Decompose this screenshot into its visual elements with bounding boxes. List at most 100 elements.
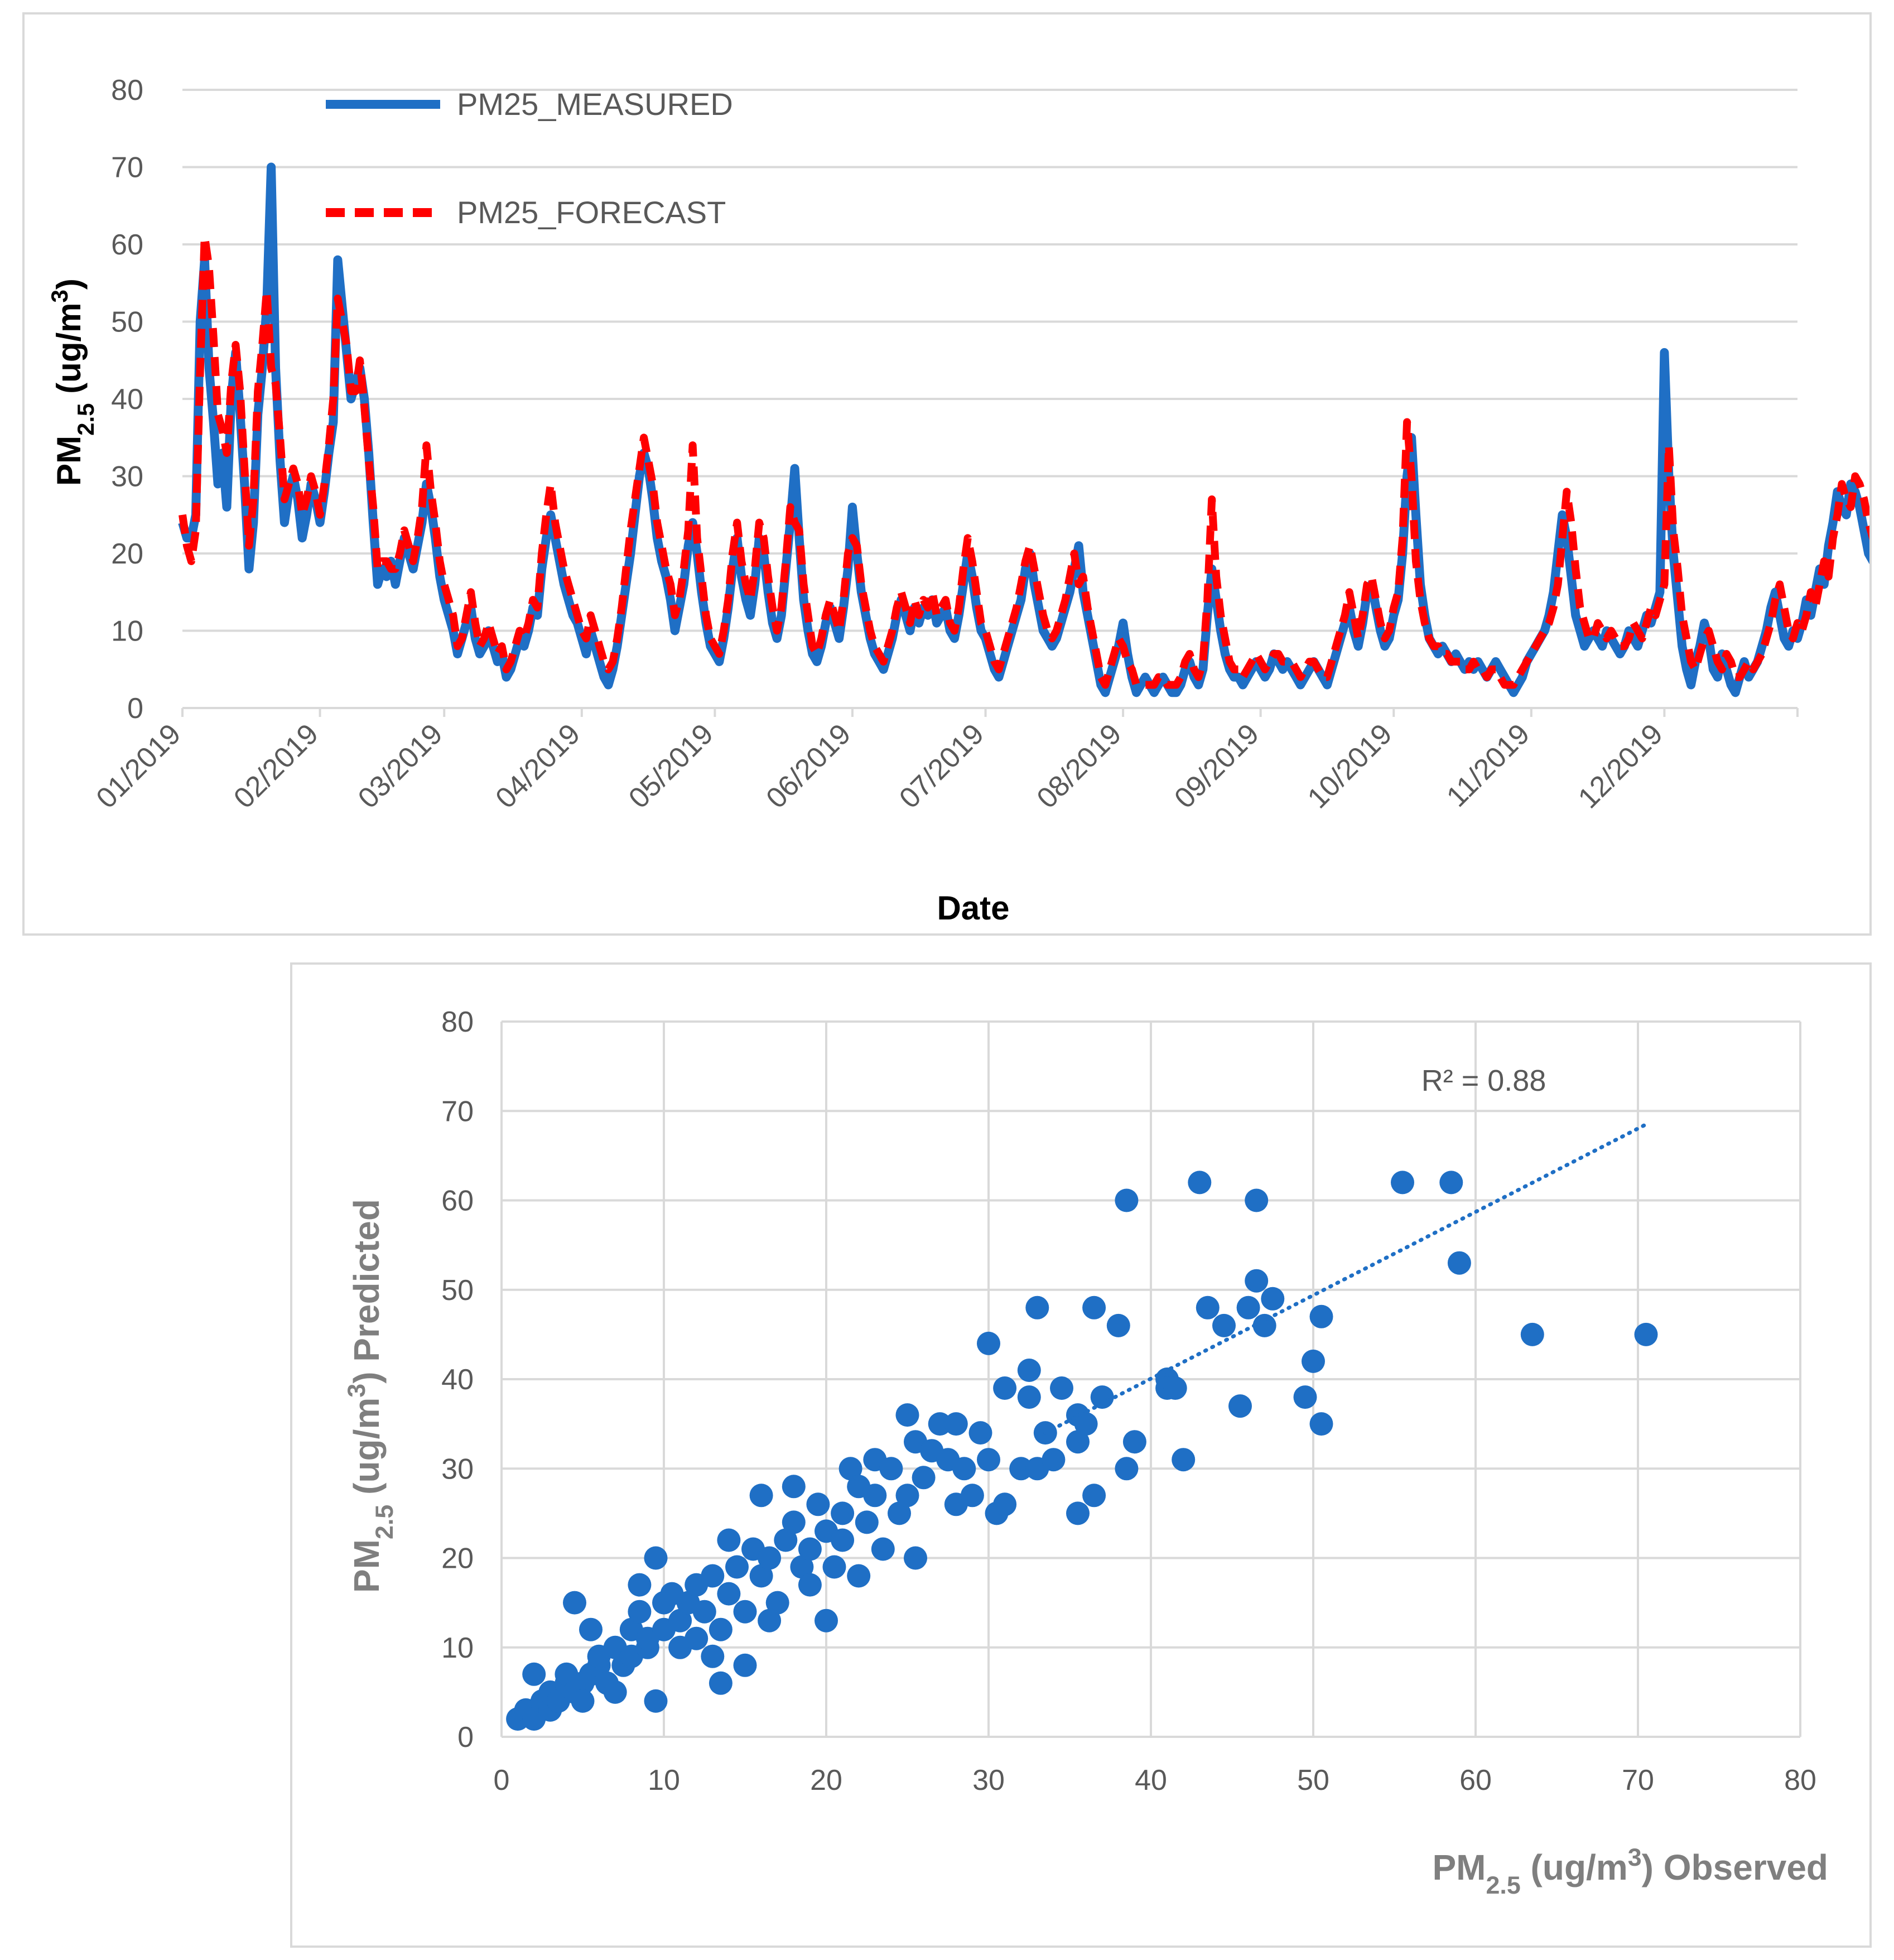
scatter-point: [782, 1510, 806, 1534]
scatter-point: [993, 1492, 1017, 1516]
sc-y-tick-label: 50: [441, 1274, 474, 1307]
sc-y-tick-label: 80: [441, 1006, 474, 1038]
ts-x-tick-label: 04/2019: [489, 717, 586, 815]
scatter-point: [1115, 1188, 1139, 1212]
scatter-point: [522, 1662, 546, 1686]
ts-y-tick-label: 0: [127, 692, 143, 725]
ts-y-tick-label: 70: [111, 152, 143, 184]
scatter-point: [1245, 1269, 1269, 1293]
time-series-chart-panel: 0 10 20 30 40 50 60 70 80 01/2019 02/2019 03/2019 04…: [22, 12, 1872, 936]
scatter-point: [765, 1591, 789, 1615]
scatter-point: [733, 1600, 757, 1624]
scatter-point: [717, 1582, 741, 1606]
series-line-forecast: [179, 233, 1869, 689]
ts-x-tick-label: 12/2019: [1572, 717, 1669, 815]
sc-x-tick-label: 50: [1297, 1764, 1329, 1797]
scatter-point: [733, 1653, 757, 1677]
scatter-chart-panel: 0 10 20 30 40 50 60 70 80 0 10 20 30 40 50 60 70 80 R² = 0…: [290, 962, 1872, 1948]
sc-y-tick-label: 10: [441, 1632, 474, 1664]
scatter-point: [579, 1617, 603, 1641]
scatter-point: [1017, 1359, 1041, 1382]
scatter-point: [790, 1555, 814, 1579]
trendline: [1043, 1122, 1649, 1435]
scatter-point: [701, 1564, 725, 1588]
scatter-point: [1115, 1457, 1139, 1481]
scatter-point: [1391, 1171, 1414, 1195]
scatter-point: [822, 1555, 846, 1579]
scatter-point: [563, 1591, 586, 1615]
scatter-point: [944, 1412, 968, 1436]
ts-x-axis-title: Date: [937, 889, 1009, 927]
scatter-point: [782, 1475, 806, 1499]
scatter-point: [798, 1573, 822, 1597]
scatter-point: [603, 1680, 627, 1704]
scatter-point: [831, 1501, 855, 1525]
scatter-point: [895, 1403, 919, 1427]
scatter-point: [1106, 1313, 1130, 1337]
ts-x-tick-label: 07/2019: [893, 717, 990, 815]
scatter-point: [1066, 1430, 1090, 1454]
scatter-point: [952, 1457, 976, 1481]
sc-y-tick-label: 60: [441, 1185, 474, 1217]
ts-y-tick-label: 30: [111, 461, 143, 493]
scatter-point: [1293, 1385, 1317, 1409]
scatter-point: [1025, 1296, 1049, 1319]
scatter-point: [815, 1609, 838, 1632]
scatter-point: [1228, 1394, 1252, 1418]
scatter-point: [838, 1457, 862, 1481]
sc-x-axis-title: PM2.5 (ug/m3) Observed: [1432, 1843, 1828, 1899]
scatter-point: [1196, 1296, 1220, 1319]
ts-y-axis-title: PM2.5 (ug/m3): [46, 278, 99, 486]
scatter-point: [871, 1537, 895, 1561]
scatter-point: [644, 1689, 668, 1713]
scatter-point: [1520, 1322, 1544, 1346]
ts-y-tick-label: 20: [111, 538, 143, 570]
sc-x-tick-label: 30: [972, 1764, 1005, 1797]
ts-y-tick-label: 80: [111, 74, 143, 107]
scatter-point: [977, 1331, 1000, 1355]
scatter-point: [774, 1528, 798, 1552]
scatter-point: [1074, 1412, 1098, 1436]
ts-x-tick-label: 01/2019: [90, 717, 187, 815]
scatter-point: [1090, 1385, 1114, 1409]
scatter-chart: 0 10 20 30 40 50 60 70 80 0 10 20 30 40 50 60 70 80 R² = 0…: [343, 1006, 1828, 1899]
scatter-point: [863, 1484, 887, 1508]
scatter-point: [1122, 1430, 1146, 1454]
sc-y-tick-label: 40: [441, 1364, 474, 1396]
ts-y-tick-label: 50: [111, 306, 143, 339]
scatter-point: [798, 1537, 822, 1561]
scatter-point: [1017, 1385, 1041, 1409]
scatter-point: [1447, 1251, 1471, 1275]
scatter-point: [709, 1617, 732, 1641]
ts-y-tick-label: 60: [111, 229, 143, 261]
series-line-measured: [178, 162, 1869, 697]
scatter-point: [1439, 1171, 1463, 1195]
scatter-point: [1042, 1448, 1066, 1472]
scatter-point: [895, 1484, 919, 1508]
sc-y-tick-label: 30: [441, 1453, 474, 1485]
scatter-point: [1050, 1376, 1073, 1400]
scatter-point: [904, 1546, 927, 1570]
scatter-point: [1236, 1296, 1260, 1319]
scatter-point: [968, 1421, 992, 1445]
scatter-point: [628, 1600, 652, 1624]
scatter-point: [628, 1573, 652, 1597]
ts-x-tick-label: 02/2019: [228, 717, 325, 815]
scatter-point: [928, 1412, 952, 1436]
scatter-point: [1252, 1313, 1276, 1337]
scatter-point: [831, 1528, 855, 1552]
scatter-point: [644, 1546, 668, 1570]
scatter-point: [709, 1671, 732, 1695]
scatter-point: [701, 1644, 725, 1668]
ts-x-tick-label: 11/2019: [1440, 717, 1536, 813]
scatter-point: [668, 1609, 692, 1632]
scatter-point: [1172, 1448, 1196, 1472]
sc-x-tick-label: 40: [1135, 1764, 1167, 1797]
scatter-point: [847, 1564, 871, 1588]
sc-x-tick-label: 10: [648, 1764, 680, 1797]
ts-y-tick-label: 40: [111, 383, 143, 416]
ts-x-tick-label: 10/2019: [1302, 717, 1399, 815]
scatter-point: [879, 1457, 903, 1481]
scatter-point: [1309, 1412, 1333, 1436]
scatter-point: [1188, 1171, 1212, 1195]
